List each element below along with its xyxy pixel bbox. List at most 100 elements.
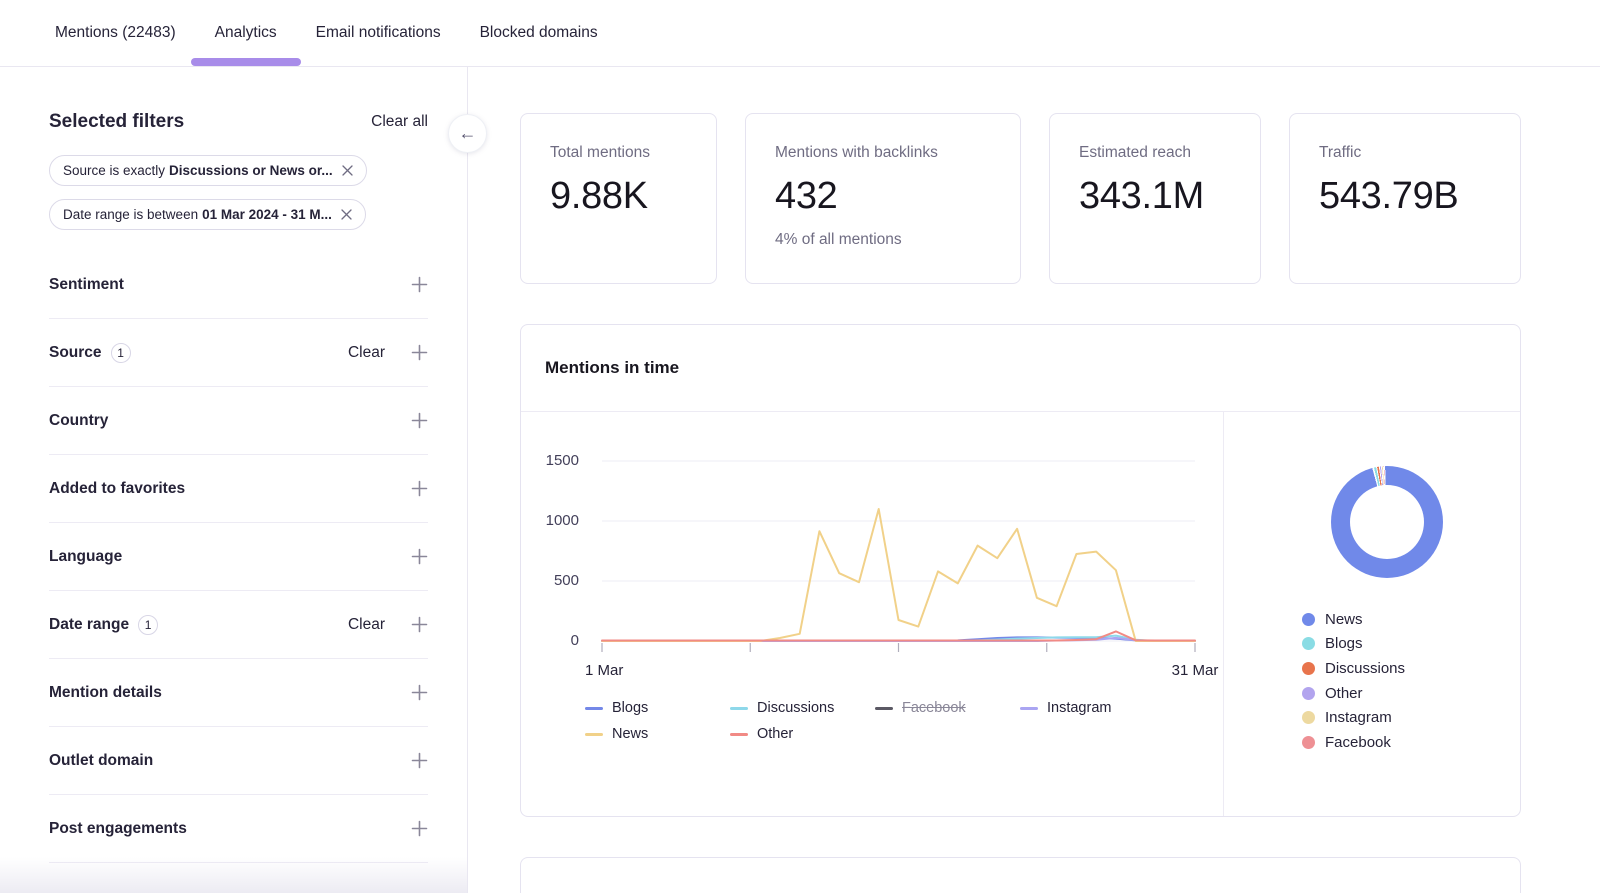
filter-section-post-engagements[interactable]: Post engagements (49, 795, 428, 863)
chip-close-icon[interactable] (341, 209, 352, 220)
filter-section-language[interactable]: Language (49, 523, 428, 591)
tab-mentions-22483[interactable]: Mentions (22483) (55, 0, 176, 66)
legend-item-other[interactable]: Other (730, 726, 875, 742)
plus-icon[interactable] (411, 480, 428, 497)
filter-section-label: Date range (49, 616, 129, 634)
stat-note: 4% of all mentions (775, 231, 1000, 249)
chip-text: Date range is between (63, 207, 198, 222)
donut-hole (1350, 485, 1424, 559)
plus-icon[interactable] (411, 276, 428, 293)
line-chart-svg (602, 460, 1195, 686)
donut-legend-label: Other (1325, 685, 1363, 702)
stat-label: Traffic (1319, 144, 1500, 162)
chart-card-header: Mentions in time (521, 325, 1520, 412)
donut-legend-dot (1302, 736, 1315, 749)
donut-legend-item-blogs[interactable]: Blogs (1302, 632, 1405, 657)
chip-value: 01 Mar 2024 - 31 M... (202, 207, 332, 222)
filter-section-label: Sentiment (49, 276, 124, 294)
donut-legend-label: Facebook (1325, 734, 1391, 751)
tab-analytics[interactable]: Analytics (215, 0, 277, 66)
filter-sections: Sentiment Source 1 Clear Country Added to fav… (49, 251, 428, 863)
stats-row: Total mentions9.88KMentions with backlin… (520, 113, 1521, 284)
chip-text: Source is exactly (63, 163, 165, 178)
donut-legend-dot (1302, 711, 1315, 724)
y-axis-tick-label: 0 (521, 633, 579, 649)
tab-email-notifications[interactable]: Email notifications (316, 0, 441, 66)
donut-legend-label: Blogs (1325, 635, 1363, 652)
page-content: Selected filters Clear all Source is exa… (0, 67, 1600, 893)
top-tab-bar: Mentions (22483) Analytics Email notificat… (0, 0, 1600, 67)
filter-section-date-range[interactable]: Date range 1 Clear (49, 591, 428, 659)
stat-label: Total mentions (550, 144, 696, 162)
legend-dash (730, 733, 748, 736)
plus-icon[interactable] (411, 752, 428, 769)
filter-section-label: Source (49, 344, 102, 362)
filter-section-source[interactable]: Source 1 Clear (49, 319, 428, 387)
chart-title: Mentions in time (545, 358, 679, 378)
plus-icon[interactable] (411, 548, 428, 565)
donut-legend-dot (1302, 662, 1315, 675)
source-donut-chart[interactable] (1331, 466, 1443, 578)
donut-legend-item-news[interactable]: News (1302, 607, 1405, 632)
stat-card-mentions-with-backlinks: Mentions with backlinks4324% of all ment… (745, 113, 1021, 284)
legend-label: Facebook (902, 700, 966, 716)
legend-item-instagram[interactable]: Instagram (1020, 700, 1165, 716)
filter-section-added-to-favorites[interactable]: Added to favorites (49, 455, 428, 523)
filter-chip-date-range-is-between[interactable]: Date range is between 01 Mar 2024 - 31 M.… (49, 199, 366, 230)
chart-card-body: 1500100050001 Mar31 MarBlogsDiscussionsF… (521, 412, 1520, 817)
donut-legend-item-other[interactable]: Other (1302, 681, 1405, 706)
stat-card-total-mentions: Total mentions9.88K (520, 113, 717, 284)
filter-section-label: Mention details (49, 684, 162, 702)
filter-count-badge: 1 (111, 343, 131, 363)
filter-section-mention-details[interactable]: Mention details (49, 659, 428, 727)
clear-all-button[interactable]: Clear all (371, 113, 428, 131)
stat-card-estimated-reach: Estimated reach343.1M (1049, 113, 1261, 284)
line-chart-legend: Blogs Discussions Facebook Instagram News Oth… (585, 700, 1165, 742)
donut-legend-dot (1302, 687, 1315, 700)
filter-chip-source-is-exactly[interactable]: Source is exactlyDiscussions or News or.… (49, 155, 367, 186)
legend-dash (730, 707, 748, 710)
filter-section-sentiment[interactable]: Sentiment (49, 251, 428, 319)
legend-item-news[interactable]: News (585, 726, 730, 742)
legend-item-blogs[interactable]: Blogs (585, 700, 730, 716)
brand-monitoring-app: Mentions (22483) Analytics Email notificat… (0, 0, 1600, 893)
filter-section-label: Added to favorites (49, 480, 185, 498)
filter-count-badge: 1 (138, 615, 158, 635)
stat-card-traffic: Traffic543.79B (1289, 113, 1521, 284)
legend-item-facebook[interactable]: Facebook (875, 700, 1020, 716)
analytics-main: Total mentions9.88KMentions with backlin… (468, 67, 1600, 893)
source-donut-panel: News Blogs Discussions Other Instagram Facebo… (1223, 412, 1520, 817)
legend-label: Other (757, 726, 793, 742)
filter-section-outlet-domain[interactable]: Outlet domain (49, 727, 428, 795)
legend-label: Discussions (757, 700, 834, 716)
y-axis-tick-label: 500 (521, 573, 579, 589)
selected-filters-title: Selected filters (49, 111, 184, 133)
filter-section-country[interactable]: Country (49, 387, 428, 455)
donut-legend-item-instagram[interactable]: Instagram (1302, 705, 1405, 730)
donut-legend-dot (1302, 613, 1315, 626)
plus-icon[interactable] (411, 344, 428, 361)
legend-item-discussions[interactable]: Discussions (730, 700, 875, 716)
filter-clear-button[interactable]: Clear (348, 344, 385, 362)
tab-blocked-domains[interactable]: Blocked domains (480, 0, 598, 66)
stat-value: 343.1M (1079, 175, 1240, 218)
plus-icon[interactable] (411, 820, 428, 837)
y-axis-tick-label: 1000 (521, 513, 579, 529)
donut-legend-item-discussions[interactable]: Discussions (1302, 656, 1405, 681)
next-section-card (520, 857, 1521, 893)
plus-icon[interactable] (411, 412, 428, 429)
filter-clear-button[interactable]: Clear (348, 616, 385, 634)
tab-label: Email notifications (316, 24, 441, 42)
donut-legend-item-facebook[interactable]: Facebook (1302, 730, 1405, 755)
filter-section-label: Language (49, 548, 122, 566)
plus-icon[interactable] (411, 616, 428, 633)
donut-legend-label: Instagram (1325, 709, 1392, 726)
plus-icon[interactable] (411, 684, 428, 701)
donut-legend-dot (1302, 637, 1315, 650)
legend-dash (875, 707, 893, 710)
y-axis-tick-label: 1500 (521, 453, 579, 469)
tab-label: Analytics (215, 24, 277, 42)
donut-legend-label: Discussions (1325, 660, 1405, 677)
tab-label: Mentions (22483) (55, 24, 176, 42)
chip-close-icon[interactable] (342, 165, 353, 176)
